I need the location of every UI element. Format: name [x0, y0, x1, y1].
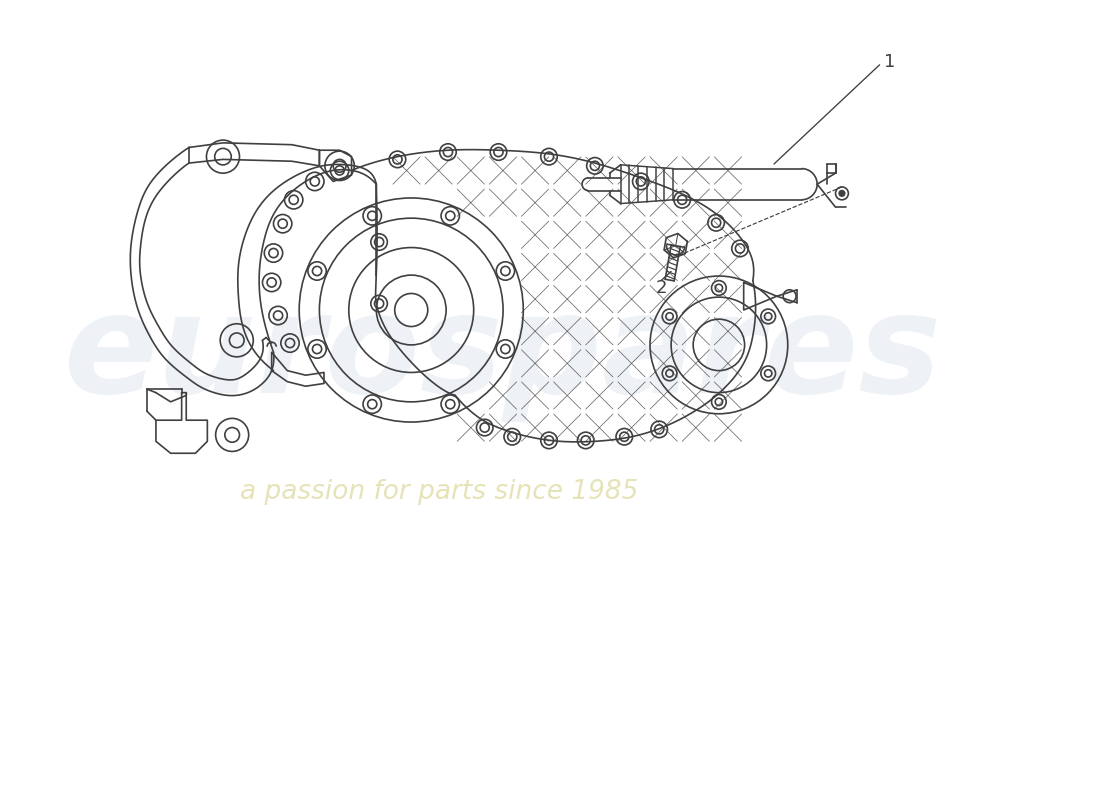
Text: 2: 2: [656, 279, 667, 297]
Text: 1: 1: [884, 53, 895, 71]
Text: a passion for parts since 1985: a passion for parts since 1985: [240, 479, 638, 505]
Text: eurospares: eurospares: [64, 286, 942, 422]
Circle shape: [839, 190, 845, 196]
